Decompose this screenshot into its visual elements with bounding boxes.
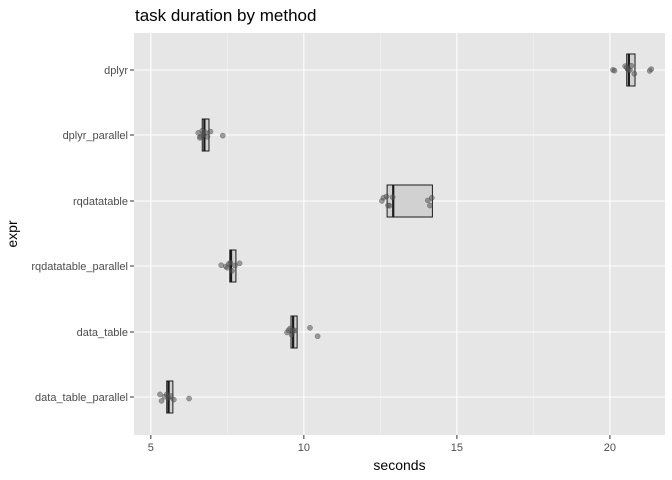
- data-point: [167, 393, 174, 399]
- data-point: [611, 67, 618, 74]
- data-point: [424, 197, 431, 204]
- data-point: [631, 70, 638, 77]
- y-tick-label: dplyr: [104, 65, 128, 77]
- data-point: [648, 66, 655, 72]
- data-point: [232, 262, 238, 269]
- data-point: [314, 333, 321, 340]
- y-tick-label: data_table: [77, 327, 128, 339]
- y-tick-label: rqdatatable: [73, 196, 128, 208]
- y-tick-label: rqdatatable_parallel: [31, 261, 128, 273]
- box-body: [386, 184, 433, 218]
- data-point: [229, 268, 235, 274]
- data-point: [389, 194, 396, 201]
- data-point: [170, 396, 177, 403]
- data-point: [186, 395, 192, 402]
- data-point: [219, 132, 226, 139]
- y-axis-title: expr: [4, 220, 20, 248]
- box-rqdatatable: [386, 184, 433, 218]
- data-point: [428, 195, 435, 201]
- x-tick-label: 5: [148, 442, 154, 454]
- data-point: [236, 260, 243, 267]
- y-tick-label: data_table_parallel: [35, 392, 128, 404]
- data-point: [207, 128, 214, 135]
- x-axis-title: seconds: [373, 457, 425, 473]
- data-point: [291, 327, 298, 334]
- x-tick-label: 10: [298, 442, 310, 454]
- data-point: [383, 193, 390, 200]
- point-series: [157, 62, 655, 404]
- y-tick-label: dplyr_parallel: [63, 130, 128, 142]
- data-point: [386, 202, 393, 209]
- x-tick-label: 15: [451, 442, 463, 454]
- data-point: [227, 259, 234, 266]
- box-series: [166, 53, 636, 414]
- grid-minor-lines: [227, 33, 534, 435]
- plot-panel: [134, 33, 665, 435]
- data-point: [628, 62, 635, 69]
- x-axis-ticks: 5 10 15 20: [148, 435, 616, 454]
- data-point: [427, 202, 433, 209]
- data-point: [307, 324, 313, 331]
- y-axis-ticks: dplyr dplyr_parallel rqdatatable rqdatatabl…: [31, 65, 134, 404]
- data-point: [157, 391, 163, 398]
- data-point: [204, 133, 211, 140]
- chart-title: task duration by method: [135, 6, 316, 25]
- x-tick-label: 20: [604, 442, 616, 454]
- data-point: [158, 397, 165, 404]
